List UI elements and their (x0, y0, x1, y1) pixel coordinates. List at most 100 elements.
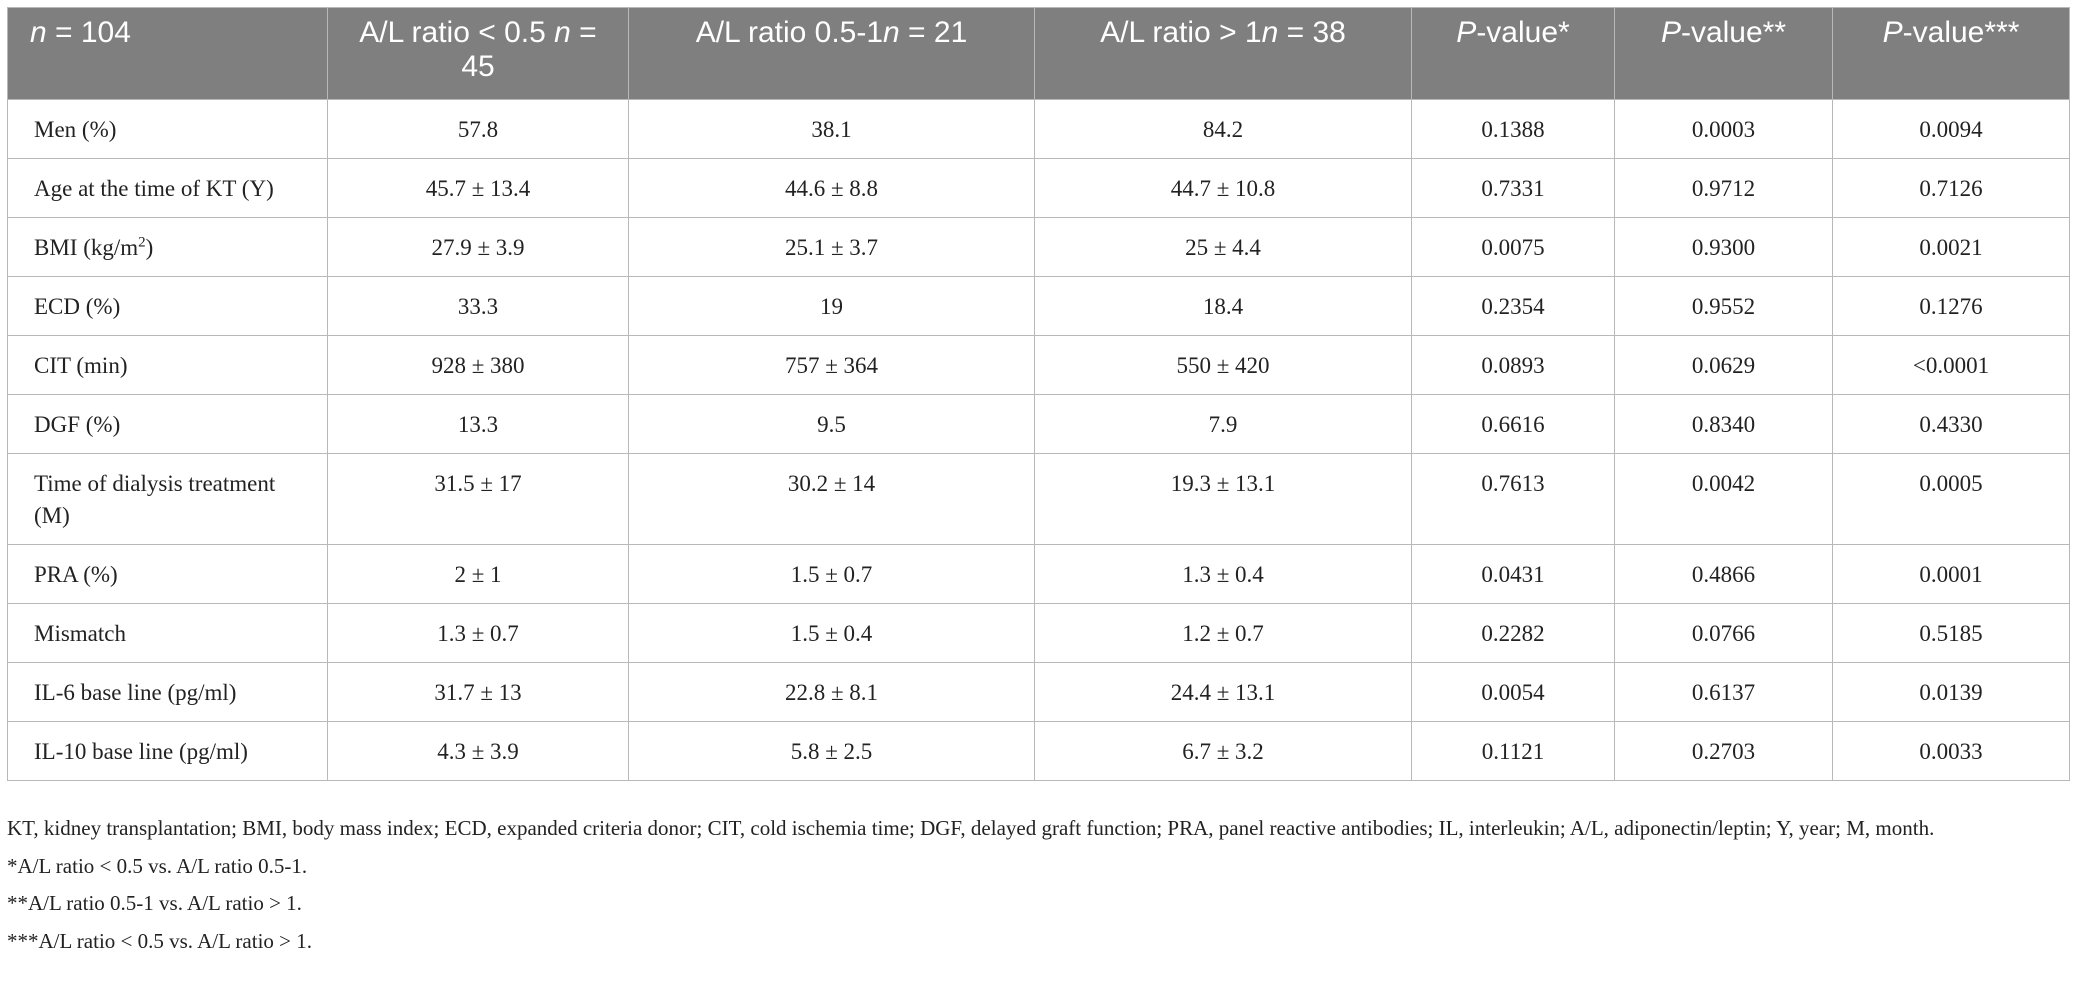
table-cell: 0.4330 (1832, 394, 2070, 454)
text: DGF (%) (34, 412, 121, 437)
table-cell: 0.0003 (1614, 99, 1833, 159)
text: = 45 (461, 16, 597, 83)
table-body: Men (%) 57.8 38.1 84.2 0.1388 0.0003 0.0094 Age… (7, 99, 2070, 781)
table-cell: 19 (628, 276, 1035, 336)
italic-text: P (1882, 16, 1903, 49)
table-row: BMI (kg/m2) 27.9 ± 3.9 25.1 ± 3.7 25 ± 4.4 0… (7, 217, 2070, 277)
text: -value** (1680, 16, 1787, 49)
table-cell: 0.7331 (1411, 158, 1615, 218)
table-cell: 0.9712 (1614, 158, 1833, 218)
table-cell: 0.6137 (1614, 662, 1833, 722)
text: = 21 (899, 16, 968, 49)
italic-text: n (1261, 16, 1279, 49)
table-cell: 25.1 ± 3.7 (628, 217, 1035, 277)
table-cell: 4.3 ± 3.9 (327, 721, 629, 781)
header-cell: A/L ratio < 0.5 n = 45 (327, 7, 629, 100)
table-cell: 31.7 ± 13 (327, 662, 629, 722)
table-cell: 0.1276 (1832, 276, 2070, 336)
table-cell: 1.3 ± 0.7 (327, 603, 629, 663)
table-cell: 57.8 (327, 99, 629, 159)
text: A/L ratio 0.5-1 (695, 16, 884, 49)
table-row: ECD (%) 33.3 19 18.4 0.2354 0.9552 0.1276 (7, 276, 2070, 336)
text: = 104 (46, 16, 131, 49)
table-row: CIT (min) 928 ± 380 757 ± 364 550 ± 420 0.08… (7, 335, 2070, 395)
table-cell: 27.9 ± 3.9 (327, 217, 629, 277)
table-cell: 0.0042 (1614, 453, 1833, 545)
table-cell: 25 ± 4.4 (1034, 217, 1412, 277)
row-label: ECD (%) (7, 276, 328, 336)
text: BMI (kg/m (34, 235, 139, 260)
table-cell: 550 ± 420 (1034, 335, 1412, 395)
footnote: ***A/L ratio < 0.5 vs. A/L ratio > 1. (7, 928, 313, 953)
text: IL-6 base line (pg/ml) (34, 680, 237, 705)
table-cell: 0.6616 (1411, 394, 1615, 454)
table-row: PRA (%) 2 ± 1 1.5 ± 0.7 1.3 ± 0.4 0.0431 0.48… (7, 544, 2070, 604)
text: Men (%) (34, 117, 117, 142)
table-cell: 1.5 ± 0.4 (628, 603, 1035, 663)
header-cell: A/L ratio > 1n = 38 (1034, 7, 1412, 100)
data-table: n = 104 A/L ratio < 0.5 n = 45 A/L ratio 0… (7, 7, 2070, 781)
table-row: DGF (%) 13.3 9.5 7.9 0.6616 0.8340 0.4330 (7, 394, 2070, 454)
table-cell: 0.0431 (1411, 544, 1615, 604)
table-cell: 38.1 (628, 99, 1035, 159)
text: Mismatch (34, 621, 126, 646)
table-cell: 9.5 (628, 394, 1035, 454)
row-label: PRA (%) (7, 544, 328, 604)
row-label: Men (%) (7, 99, 328, 159)
table-row: Age at the time of KT (Y) 45.7 ± 13.4 44.6… (7, 158, 2070, 218)
table-cell: 0.2354 (1411, 276, 1615, 336)
table-cell: 30.2 ± 14 (628, 453, 1035, 545)
text: Age at the time of KT (Y) (34, 176, 274, 201)
header-cell: A/L ratio 0.5-1n = 21 (628, 7, 1035, 100)
italic-text: P (1660, 16, 1681, 49)
table-cell: 13.3 (327, 394, 629, 454)
table-cell: 0.8340 (1614, 394, 1833, 454)
row-label: Age at the time of KT (Y) (7, 158, 328, 218)
footnote: *A/L ratio < 0.5 vs. A/L ratio 0.5-1. (7, 853, 308, 878)
text: -value* (1476, 16, 1570, 49)
table-cell: 7.9 (1034, 394, 1412, 454)
row-label: BMI (kg/m2) (7, 217, 328, 277)
text: IL-10 base line (pg/ml) (34, 739, 248, 764)
text: ) (145, 235, 154, 260)
row-label: IL-10 base line (pg/ml) (7, 721, 328, 781)
text: A/L ratio < 0.5 (359, 16, 555, 49)
table-cell: 1.2 ± 0.7 (1034, 603, 1412, 663)
text: = 38 (1278, 16, 1346, 49)
row-label: CIT (min) (7, 335, 328, 395)
table-cell: <0.0001 (1832, 335, 2070, 395)
footnote: **A/L ratio 0.5-1 vs. A/L ratio > 1. (7, 891, 302, 915)
table-cell: 44.7 ± 10.8 (1034, 158, 1412, 218)
table-cell: 5.8 ± 2.5 (628, 721, 1035, 781)
table-cell: 0.0075 (1411, 217, 1615, 277)
table-wrap: n = 104 A/L ratio < 0.5 n = 45 A/L ratio 0… (7, 7, 2070, 781)
text: ECD (%) (34, 294, 121, 319)
table-cell: 0.1388 (1411, 99, 1615, 159)
table-cell: 0.0033 (1832, 721, 2070, 781)
table-cell: 0.9300 (1614, 217, 1833, 277)
row-label: IL-6 base line (pg/ml) (7, 662, 328, 722)
table-cell: 0.7126 (1832, 158, 2070, 218)
text: -value*** (1902, 16, 2020, 49)
superscript: 2 (138, 234, 146, 251)
table-cell: 1.5 ± 0.7 (628, 544, 1035, 604)
table-cell: 84.2 (1034, 99, 1412, 159)
table-cell: 0.7613 (1411, 453, 1615, 545)
table-row: Time of dialysis treatment (M) 31.5 ± 17 3… (7, 453, 2070, 545)
row-label: DGF (%) (7, 394, 328, 454)
table-cell: 0.2703 (1614, 721, 1833, 781)
table-cell: 0.0893 (1411, 335, 1615, 395)
table-cell: 24.4 ± 13.1 (1034, 662, 1412, 722)
italic-text: P (1456, 16, 1477, 49)
table-cell: 0.0001 (1832, 544, 2070, 604)
table-cell: 0.0021 (1832, 217, 2070, 277)
header-cell: P-value* (1411, 7, 1615, 100)
table-cell: 0.0094 (1832, 99, 2070, 159)
text: CIT (min) (34, 353, 128, 378)
table-cell: 31.5 ± 17 (327, 453, 629, 545)
table-row: IL-10 base line (pg/ml) 4.3 ± 3.9 5.8 ± 2.… (7, 721, 2070, 781)
header-row: n = 104 A/L ratio < 0.5 n = 45 A/L ratio 0… (7, 7, 2070, 100)
italic-text: n (30, 16, 47, 49)
header-cell: P-value*** (1832, 7, 2070, 100)
